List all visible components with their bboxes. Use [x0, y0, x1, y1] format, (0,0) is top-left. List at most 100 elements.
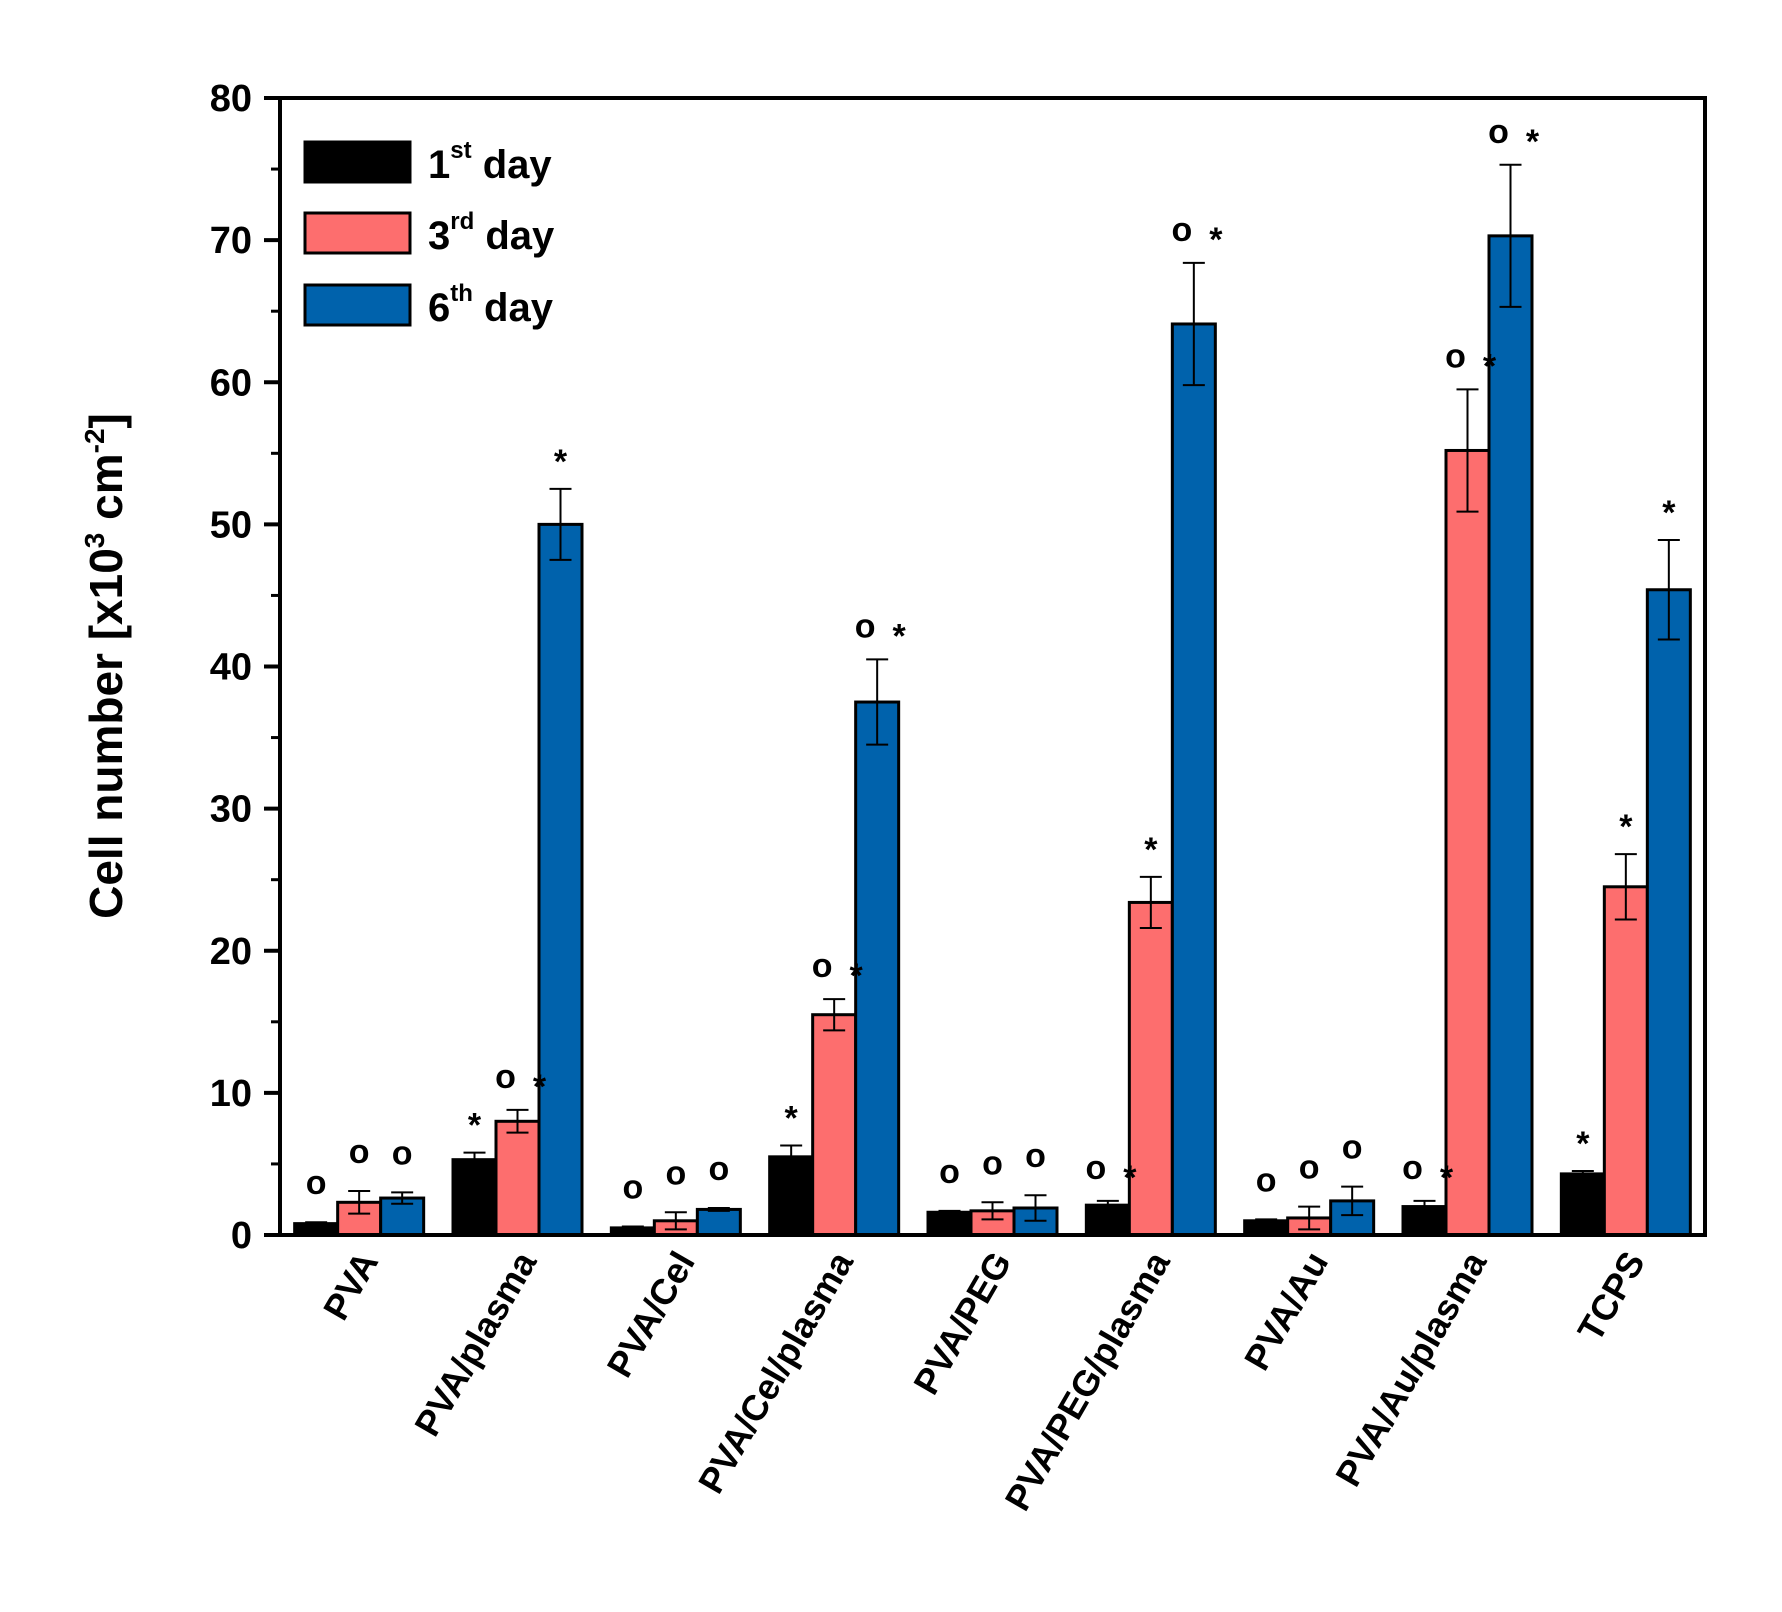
- mark-circle: o: [855, 607, 876, 645]
- error-bar-tcps-6th-day: [1657, 539, 1680, 641]
- legend-label-1st-day-suffix: day: [472, 143, 553, 187]
- y-axis-title-middle: cm: [80, 453, 132, 532]
- bar-pva-au-plasma-3rd-day: [1444, 448, 1491, 1237]
- mark-circle: o: [392, 1134, 413, 1172]
- error-bar-pva-cel-plasma-6th-day: [866, 658, 889, 746]
- bar-pva-peg-plasma-6th-day: [1170, 322, 1217, 1237]
- significance-pva-cel-plasma-1st-day: *: [785, 1099, 799, 1137]
- category-label-pva-au-plasma: PVA/Au/plasma: [1327, 1244, 1495, 1493]
- error-bar-pva-au-3rd-day: [1298, 1205, 1321, 1231]
- mark-asterisk: *: [1576, 1125, 1590, 1163]
- error-bar-pva-au-1st-day: [1255, 1218, 1278, 1224]
- significance-pva-3rd-day: o: [349, 1133, 370, 1171]
- mark-circle: o: [306, 1164, 327, 1202]
- bar-pva-cel-6th-day: [695, 1207, 742, 1237]
- mark-circle: o: [982, 1144, 1003, 1182]
- error-bar-pva-peg-plasma-6th-day: [1182, 261, 1205, 387]
- bar-tcps-3rd-day: [1602, 885, 1649, 1237]
- mark-asterisk: *: [1123, 1159, 1137, 1197]
- mark-asterisk: *: [468, 1107, 482, 1145]
- mark-circle: o: [495, 1058, 516, 1096]
- significance-pva-6th-day: o: [392, 1134, 413, 1172]
- significance-pva-peg-plasma-1st-day: o *: [1085, 1149, 1137, 1197]
- significance-pva-peg-plasma-3rd-day: *: [1144, 831, 1158, 869]
- bar-pva-au-plasma-6th-day: [1487, 234, 1534, 1237]
- y-axis-title-superscript-2: -2: [79, 428, 110, 453]
- legend-swatch-3rd-day: [303, 211, 412, 255]
- error-bar-pva-cel-6th-day: [707, 1206, 730, 1212]
- mark-circle: o: [1299, 1149, 1320, 1187]
- y-axis-title-suffix: ]: [80, 413, 132, 428]
- y-tick-label: 0: [231, 1215, 252, 1257]
- legend-item-1st-day: 1st day: [303, 137, 552, 187]
- error-bar-pva-peg-plasma-3rd-day: [1139, 875, 1162, 930]
- legend-item-6th-day: 6th day: [303, 280, 554, 330]
- mark-circle: o: [1025, 1137, 1046, 1175]
- bar-tcps-6th-day: [1645, 588, 1692, 1237]
- mark-circle: o: [1256, 1161, 1277, 1199]
- legend-label-1st-day-number: 1: [428, 143, 450, 187]
- mark-asterisk: *: [1440, 1159, 1454, 1197]
- significance-pva-peg-3rd-day: o: [982, 1144, 1003, 1182]
- legend-label-6th-day-number: 6: [428, 286, 450, 330]
- legend-label-6th-day-superscript: th: [450, 280, 473, 307]
- error-bar-pva-cel-plasma-3rd-day: [823, 998, 846, 1032]
- bar-pva-cel-plasma-3rd-day: [811, 1013, 858, 1237]
- error-bar-pva-peg-3rd-day: [981, 1201, 1004, 1221]
- y-tick-label: 40: [210, 647, 252, 689]
- mark-circle: o: [1342, 1129, 1363, 1167]
- category-label-pva-peg-plasma: PVA/PEG/plasma: [997, 1244, 1179, 1518]
- significance-pva-plasma-6th-day: *: [554, 443, 568, 481]
- y-axis-title: Cell number [x103 cm-2]: [79, 413, 132, 919]
- y-tick-label: 80: [210, 78, 252, 120]
- significance-tcps-6th-day: *: [1662, 494, 1676, 532]
- mark-asterisk: *: [1619, 808, 1633, 846]
- significance-pva-au-3rd-day: o: [1299, 1149, 1320, 1187]
- significance-pva-au-plasma-6th-day: o *: [1488, 113, 1540, 161]
- significance-pva-au-1st-day: o: [1256, 1161, 1277, 1199]
- error-bar-pva-peg-6th-day: [1024, 1194, 1047, 1222]
- error-bar-pva-au-6th-day: [1341, 1185, 1364, 1217]
- mark-circle: o: [812, 947, 833, 985]
- error-bar-pva-cel-1st-day: [621, 1225, 644, 1231]
- mark-asterisk: *: [1144, 831, 1158, 869]
- error-bars-layer: [305, 163, 1680, 1231]
- category-label-pva-cel: PVA/Cel: [599, 1245, 703, 1384]
- mark-asterisk: *: [1662, 494, 1676, 532]
- y-axis-ticks: [264, 96, 280, 1237]
- legend-label-3rd-day-number: 3: [428, 214, 450, 258]
- mark-circle: o: [1085, 1149, 1106, 1187]
- significance-pva-peg-plasma-6th-day: o *: [1171, 211, 1223, 259]
- significance-pva-au-plasma-1st-day: o *: [1402, 1149, 1454, 1197]
- significance-pva-au-6th-day: o: [1342, 1129, 1363, 1167]
- y-axis-title-superscript-1: 3: [79, 533, 110, 549]
- error-bar-pva-1st-day: [305, 1221, 328, 1227]
- significance-pva-peg-1st-day: o: [939, 1153, 960, 1191]
- error-bar-pva-peg-1st-day: [938, 1209, 961, 1215]
- error-bar-pva-plasma-6th-day: [549, 487, 572, 561]
- legend-label-6th-day-suffix: day: [473, 286, 554, 330]
- mark-circle: o: [1488, 113, 1509, 151]
- error-bar-pva-au-plasma-3rd-day: [1456, 388, 1479, 513]
- significance-pva-au-plasma-3rd-day: o *: [1445, 337, 1497, 385]
- category-label-tcps: TCPS: [1569, 1245, 1653, 1349]
- significance-tcps-1st-day: *: [1576, 1125, 1590, 1163]
- mark-circle: o: [1171, 211, 1192, 249]
- mark-circle: o: [1445, 337, 1466, 375]
- significance-tcps-3rd-day: *: [1619, 808, 1633, 846]
- mark-circle: o: [622, 1168, 643, 1206]
- error-bar-pva-au-plasma-1st-day: [1413, 1199, 1436, 1214]
- category-label-pva: PVA: [315, 1245, 386, 1327]
- significance-pva-cel-1st-day: o: [622, 1168, 643, 1206]
- legend-label-1st-day: 1st day: [428, 137, 552, 187]
- mark-circle: o: [665, 1154, 686, 1192]
- legend-label-3rd-day-suffix: day: [474, 214, 555, 258]
- y-tick-label: 50: [210, 504, 252, 546]
- mark-asterisk: *: [1526, 123, 1540, 161]
- legend-label-3rd-day-superscript: rd: [450, 208, 474, 235]
- significance-pva-1st-day: o: [306, 1164, 327, 1202]
- error-bar-pva-peg-plasma-1st-day: [1096, 1199, 1119, 1211]
- error-bar-pva-au-plasma-6th-day: [1499, 163, 1522, 308]
- error-bar-tcps-1st-day: [1571, 1170, 1594, 1178]
